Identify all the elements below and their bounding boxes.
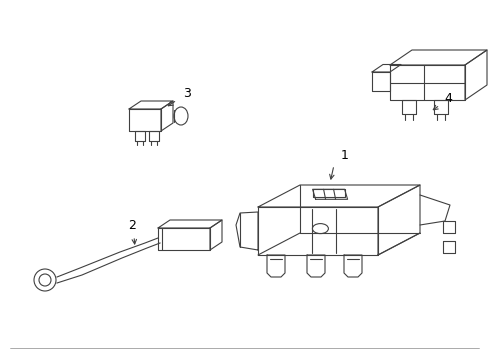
Text: 3: 3	[183, 86, 190, 99]
Text: 4: 4	[443, 91, 451, 104]
Text: 1: 1	[340, 149, 348, 162]
Text: 2: 2	[128, 219, 136, 231]
